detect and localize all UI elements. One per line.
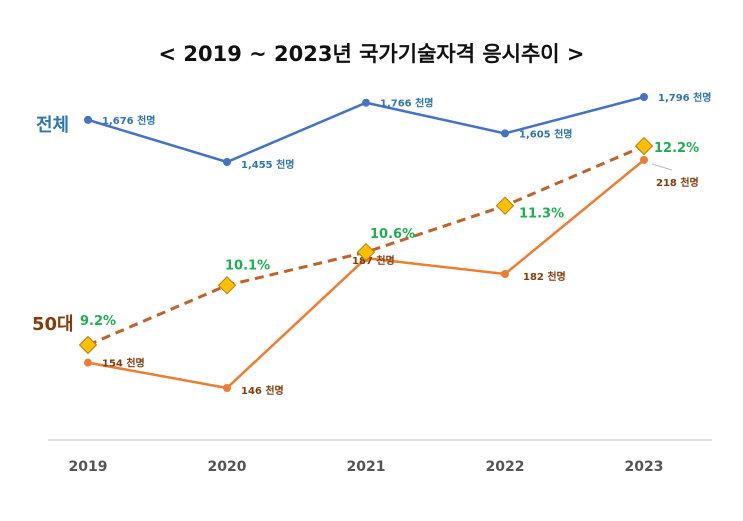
series-label-total: 전체 — [36, 115, 69, 136]
data-label: 1,796 천명 — [658, 91, 712, 104]
data-label: 154 천명 — [102, 357, 145, 370]
x-tick-label: 2023 — [625, 459, 664, 475]
data-label: 1,676 천명 — [102, 114, 156, 127]
data-label: 1,455 천명 — [241, 158, 295, 171]
point-marker — [501, 269, 509, 278]
diamond-marker — [495, 196, 515, 215]
point-marker — [84, 358, 92, 367]
data-label: 9.2% — [80, 314, 116, 329]
data-label: 218 천명 — [656, 176, 699, 189]
data-label: 1,766 천명 — [380, 97, 434, 110]
chart-title: < 2019 ~ 2023년 국가기술자격 응시추이 > — [158, 42, 585, 66]
diamond-marker — [78, 335, 98, 355]
leader-line — [651, 163, 673, 171]
point-marker — [640, 93, 648, 102]
data-label: 12.2% — [654, 141, 699, 156]
data-label: 182 천명 — [523, 270, 566, 283]
point-marker — [640, 155, 648, 164]
point-marker — [223, 158, 231, 166]
data-label: 187 천명 — [352, 254, 395, 267]
point-marker — [501, 129, 509, 138]
x-tick-label: 2022 — [486, 459, 525, 475]
point-marker — [84, 115, 92, 124]
diamond-marker — [634, 136, 654, 156]
point-marker — [223, 384, 231, 392]
data-label: 146 천명 — [241, 384, 284, 397]
data-label: 11.3% — [519, 207, 564, 222]
data-label: 10.6% — [370, 227, 415, 242]
x-tick-label: 2019 — [69, 459, 108, 475]
x-tick-label: 2021 — [347, 459, 386, 475]
diamond-marker — [217, 276, 237, 295]
point-marker — [362, 98, 370, 107]
x-tick-label: 2020 — [208, 459, 247, 475]
series-label-50s: 50대 — [32, 314, 74, 335]
data-label: 1,605 천명 — [519, 127, 573, 140]
data-label: 10.1% — [225, 258, 270, 273]
diamond-marker — [356, 242, 376, 262]
